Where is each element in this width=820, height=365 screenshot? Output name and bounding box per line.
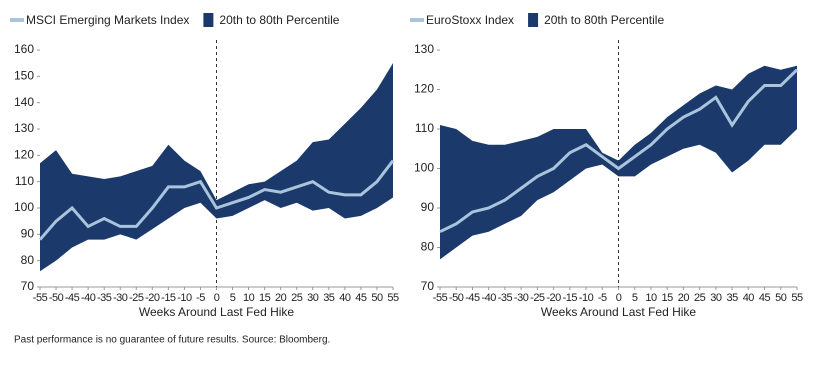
legend-label: EuroStoxx Index bbox=[426, 13, 514, 27]
y-tick-label: 140 bbox=[14, 95, 34, 109]
y-tick-label: 70 bbox=[421, 279, 435, 293]
x-tick-label: 20 bbox=[678, 292, 690, 304]
x-tick-label: 20 bbox=[275, 292, 287, 304]
index-line bbox=[38, 159, 395, 241]
y-tick-label: 80 bbox=[21, 253, 35, 267]
x-tick-label: -20 bbox=[546, 292, 561, 304]
x-tick-label: 50 bbox=[371, 292, 383, 304]
x-tick-label: -30 bbox=[514, 292, 529, 304]
x-tick-label: -50 bbox=[49, 292, 64, 304]
x-tick-label: -15 bbox=[161, 292, 176, 304]
legend-label: 20th to 80th Percentile bbox=[219, 13, 339, 27]
x-tick-label: -40 bbox=[81, 292, 96, 304]
x-tick-label: -40 bbox=[481, 292, 496, 304]
x-tick-label: 30 bbox=[307, 292, 319, 304]
x-tick-label: 35 bbox=[323, 292, 335, 304]
y-tick-label: 130 bbox=[414, 42, 434, 56]
x-tick-label: -5 bbox=[598, 292, 607, 304]
x-tick-label: 0 bbox=[214, 292, 220, 304]
x-tick-label: -35 bbox=[498, 292, 513, 304]
y-tick-label: 120 bbox=[14, 148, 34, 162]
x-tick-label: -55 bbox=[433, 292, 448, 304]
x-tick-label: 40 bbox=[743, 292, 755, 304]
x-tick-label: 30 bbox=[710, 292, 722, 304]
x-tick-label: 45 bbox=[355, 292, 367, 304]
x-tick-label: -50 bbox=[449, 292, 464, 304]
index-line bbox=[439, 68, 799, 234]
x-tick-label: 45 bbox=[759, 292, 771, 304]
x-tick-label: -45 bbox=[465, 292, 480, 304]
x-tick-label: 35 bbox=[726, 292, 738, 304]
x-tick-label: -15 bbox=[563, 292, 578, 304]
x-tick-label: 15 bbox=[662, 292, 674, 304]
x-tick-label: 40 bbox=[339, 292, 351, 304]
legend-swatch bbox=[203, 13, 214, 27]
percentile-band bbox=[40, 63, 393, 272]
x-tick-label: 25 bbox=[291, 292, 303, 304]
legend-swatch bbox=[10, 18, 24, 22]
y-tick-label: 90 bbox=[421, 200, 435, 214]
y-tick-label: 90 bbox=[21, 227, 35, 241]
legend-swatch bbox=[528, 13, 539, 27]
y-tick-label: 100 bbox=[14, 200, 34, 214]
x-tick-label: -5 bbox=[196, 292, 205, 304]
y-tick-label: 110 bbox=[415, 121, 434, 135]
legend-label: MSCI Emerging Markets Index bbox=[26, 13, 189, 27]
x-tick-label: 55 bbox=[387, 292, 399, 304]
y-tick-label: 130 bbox=[14, 121, 34, 135]
x-tick-label: -25 bbox=[530, 292, 545, 304]
x-tick-label: -45 bbox=[65, 292, 80, 304]
x-tick-label: -30 bbox=[113, 292, 128, 304]
x-tick-label: 10 bbox=[645, 292, 657, 304]
x-tick-label: -35 bbox=[97, 292, 112, 304]
footnote: Past performance is no guarantee of futu… bbox=[14, 335, 330, 346]
x-tick-label: 25 bbox=[694, 292, 706, 304]
x-tick-label: -25 bbox=[129, 292, 144, 304]
legend-label: 20th to 80th Percentile bbox=[544, 13, 664, 27]
y-tick-label: 150 bbox=[14, 69, 34, 83]
x-tick-label: 50 bbox=[775, 292, 787, 304]
x-tick-label: 0 bbox=[616, 292, 622, 304]
x-tick-label: -55 bbox=[33, 292, 48, 304]
y-tick-label: 110 bbox=[15, 174, 34, 188]
x-tick-label: -10 bbox=[579, 292, 594, 304]
legend-swatch bbox=[410, 18, 424, 22]
x-tick-label: -20 bbox=[145, 292, 160, 304]
x-tick-label: 10 bbox=[243, 292, 255, 304]
x-tick-label: 5 bbox=[632, 292, 638, 304]
y-tick-label: 160 bbox=[14, 42, 34, 56]
x-axis-label: Weeks Around Last Fed Hike bbox=[139, 305, 295, 319]
y-tick-label: 70 bbox=[21, 279, 35, 293]
x-axis-label: Weeks Around Last Fed Hike bbox=[541, 305, 697, 319]
x-tick-label: 15 bbox=[259, 292, 271, 304]
y-tick-label: 120 bbox=[414, 82, 434, 96]
x-tick-label: 5 bbox=[230, 292, 236, 304]
x-tick-label: 55 bbox=[791, 292, 803, 304]
y-tick-label: 80 bbox=[421, 240, 435, 254]
x-tick-label: -10 bbox=[177, 292, 192, 304]
y-tick-label: 100 bbox=[414, 161, 434, 175]
